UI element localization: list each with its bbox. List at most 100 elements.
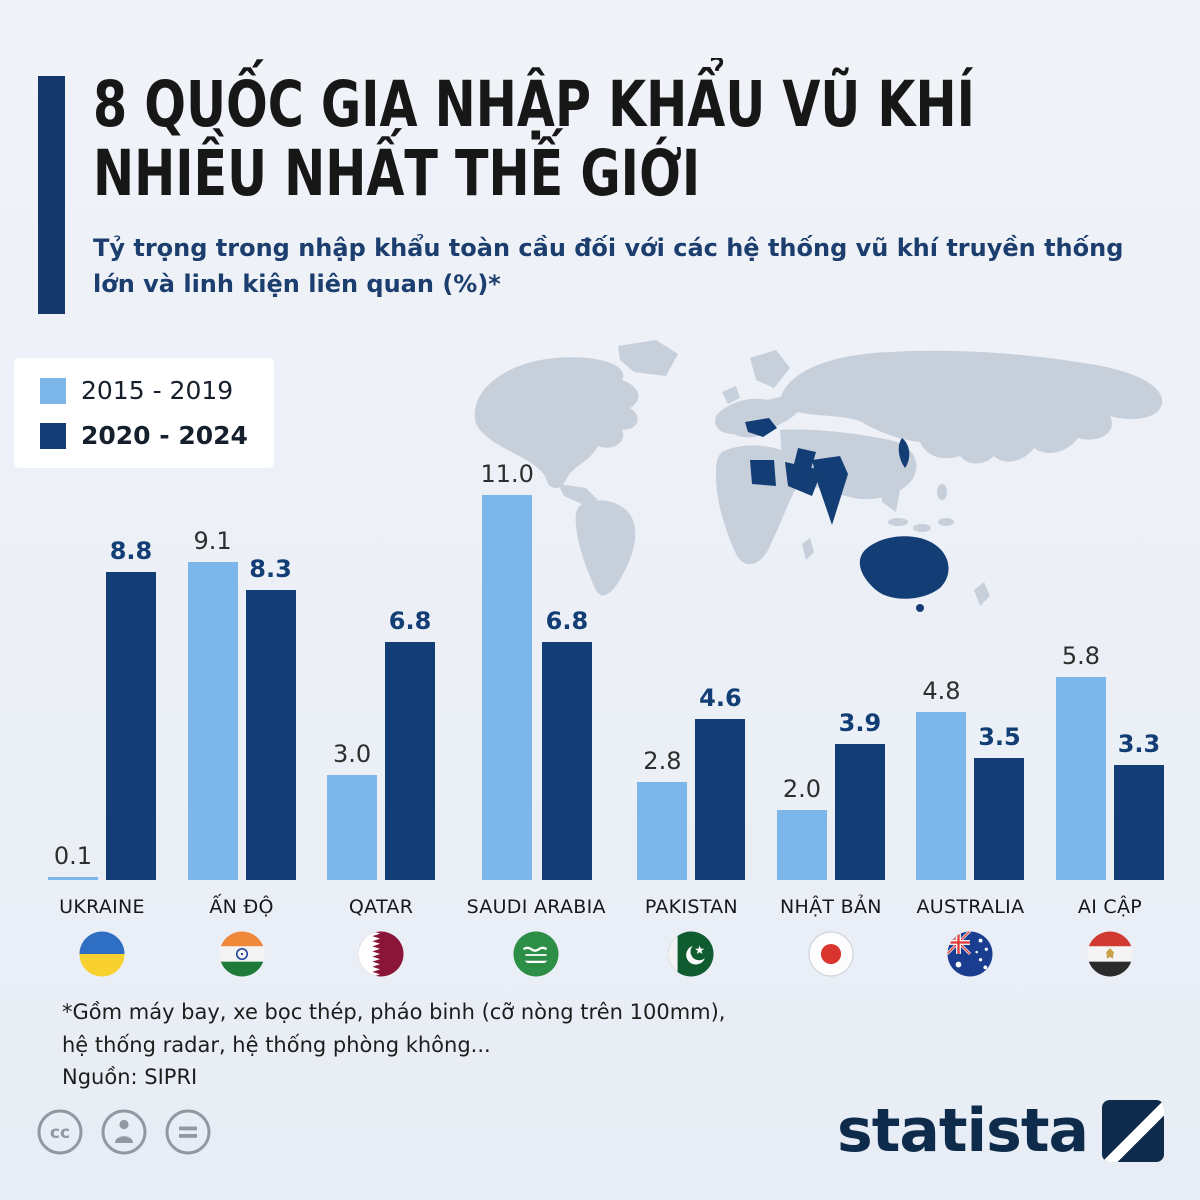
title-accent-bar bbox=[38, 76, 65, 314]
bar-value-label: 6.8 bbox=[388, 607, 432, 635]
bar-column: 3.3 bbox=[1113, 729, 1164, 880]
map-europe bbox=[715, 397, 800, 438]
bar-pair: 11.0 6.8 bbox=[481, 448, 592, 880]
map-highlight-saudi-arabia bbox=[785, 462, 822, 496]
map-uk bbox=[722, 386, 740, 404]
bar-value-label: 2.0 bbox=[782, 775, 821, 803]
bar-pair: 2.0 3.9 bbox=[776, 448, 885, 880]
map-highlight-australia bbox=[859, 536, 949, 599]
legend-label: 2015 - 2019 bbox=[81, 376, 234, 405]
bar-group: 0.1 8.8 UKRAINE bbox=[48, 448, 156, 977]
bar-value-label: 6.8 bbox=[545, 607, 589, 635]
pakistan-flag-icon bbox=[668, 931, 714, 977]
bar-group: 4.8 3.5 AUSTRALIA bbox=[916, 448, 1025, 977]
qatar-flag-icon bbox=[358, 931, 404, 977]
ukraine-flag-icon bbox=[79, 931, 125, 977]
bar-column: 6.8 bbox=[385, 607, 436, 880]
bar-2020-2024 bbox=[695, 719, 746, 880]
bar-2020-2024 bbox=[106, 572, 156, 880]
map-indonesia-3 bbox=[938, 518, 954, 526]
bar-group: 2.0 3.9 NHẬT BẢN bbox=[776, 448, 885, 977]
bar-column: 8.8 bbox=[106, 537, 156, 880]
map-madagascar bbox=[802, 538, 814, 560]
bar-group: 9.1 8.3 ẤN ĐỘ bbox=[187, 448, 296, 977]
bar-column: 11.0 bbox=[481, 460, 534, 880]
bar-group: 11.0 6.8 SAUDI ARABIA bbox=[467, 448, 606, 977]
map-asia bbox=[780, 350, 1163, 464]
bar-2015-2019 bbox=[637, 782, 688, 880]
bar-value-label: 9.1 bbox=[193, 526, 232, 555]
bar-2020-2024 bbox=[1113, 764, 1164, 880]
map-highlight-ukraine bbox=[745, 418, 777, 437]
bar-group: 5.8 3.3 AI CẬP bbox=[1055, 448, 1164, 977]
equals-icon[interactable] bbox=[164, 1108, 212, 1156]
world-map bbox=[474, 340, 1163, 612]
attribution-icon[interactable] bbox=[100, 1108, 148, 1156]
page-subtitle: Tỷ trọng trong nhập khẩu toàn cầu đối vớ… bbox=[93, 234, 1124, 298]
egypt-flag-icon bbox=[1087, 931, 1133, 977]
japan-flag-icon bbox=[808, 931, 854, 977]
australia-flag-icon bbox=[947, 931, 993, 977]
legend-item: 2020 - 2024 bbox=[40, 421, 248, 450]
creative-commons-icon[interactable]: cc bbox=[36, 1108, 84, 1156]
bar-pair: 9.1 8.3 bbox=[187, 448, 296, 880]
legend: 2015 - 2019 2020 - 2024 bbox=[14, 358, 274, 468]
bar-value-label: 3.5 bbox=[978, 722, 1021, 751]
map-new-zealand bbox=[974, 582, 990, 606]
bar-value-label: 5.8 bbox=[1061, 642, 1101, 670]
map-indonesia-1 bbox=[888, 518, 908, 526]
country-label: QATAR bbox=[348, 896, 414, 918]
bar-value-label: 11.0 bbox=[480, 460, 534, 488]
bar-column: 5.8 bbox=[1055, 642, 1106, 880]
bar-value-label: 2.8 bbox=[643, 747, 682, 775]
bar-column: 3.5 bbox=[974, 722, 1025, 880]
map-indonesia-2 bbox=[913, 524, 931, 532]
country-label: SAUDI ARABIA bbox=[466, 896, 606, 918]
page-title: 8 QUỐC GIA NHẬP KHẨU VŨ KHÍ NHIỀU NHẤT T… bbox=[93, 68, 975, 211]
bar-2020-2024 bbox=[834, 743, 885, 880]
bar-value-label: 4.8 bbox=[922, 677, 961, 705]
bar-2015-2019 bbox=[482, 495, 533, 880]
bar-2015-2019 bbox=[187, 561, 238, 880]
bar-2015-2019 bbox=[1055, 677, 1106, 880]
bar-group: 2.8 4.6 PAKISTAN bbox=[637, 448, 746, 977]
country-label: UKRAINE bbox=[59, 896, 145, 918]
legend-swatch bbox=[40, 377, 66, 404]
map-south-america bbox=[575, 500, 636, 596]
statista-wordmark[interactable]: statista bbox=[836, 1096, 1089, 1166]
bar-column: 4.8 bbox=[916, 677, 967, 880]
bar-column: 2.8 bbox=[637, 747, 688, 880]
bar-column: 9.1 bbox=[187, 526, 238, 880]
bar-chart: 0.1 8.8 UKRAINE 9.1 8.3 ẤN ĐỘ 3.0 6.8 QATAR 11.0 6… bbox=[48, 448, 1164, 977]
india-flag-icon bbox=[219, 931, 265, 977]
country-label: AUSTRALIA bbox=[916, 896, 1025, 918]
country-label: ẤN ĐỘ bbox=[209, 896, 274, 918]
bar-value-label: 3.9 bbox=[838, 708, 882, 737]
saudi-arabia-flag-icon bbox=[513, 931, 559, 977]
bar-2020-2024 bbox=[974, 757, 1025, 880]
bar-pair: 0.1 8.8 bbox=[48, 448, 156, 880]
bar-value-label: 0.1 bbox=[53, 841, 93, 870]
bar-value-label: 4.6 bbox=[699, 684, 742, 712]
bar-value-label: 8.3 bbox=[249, 554, 292, 583]
statista-logo-mark bbox=[1102, 1100, 1164, 1162]
map-highlight-pakistan bbox=[794, 448, 816, 472]
bar-value-label: 8.8 bbox=[109, 537, 153, 565]
map-africa bbox=[716, 445, 802, 565]
bar-column: 0.1 bbox=[48, 841, 98, 880]
map-central-america bbox=[558, 484, 598, 504]
legend-swatch bbox=[40, 422, 66, 449]
legend-item: 2015 - 2019 bbox=[40, 376, 248, 405]
bar-2020-2024 bbox=[385, 642, 436, 880]
statista-brand[interactable]: statista bbox=[837, 1096, 1164, 1166]
map-highlight-tasmania bbox=[916, 604, 924, 612]
bar-2015-2019 bbox=[327, 775, 378, 880]
bar-column: 4.6 bbox=[695, 684, 746, 880]
map-highlight-japan bbox=[898, 438, 910, 468]
bar-2015-2019 bbox=[916, 712, 967, 880]
bar-value-label: 3.0 bbox=[332, 740, 372, 768]
legend-label: 2020 - 2024 bbox=[81, 421, 248, 450]
bar-column: 8.3 bbox=[245, 554, 296, 880]
bar-pair: 4.8 3.5 bbox=[916, 448, 1025, 880]
bar-value-label: 3.3 bbox=[1117, 729, 1161, 758]
